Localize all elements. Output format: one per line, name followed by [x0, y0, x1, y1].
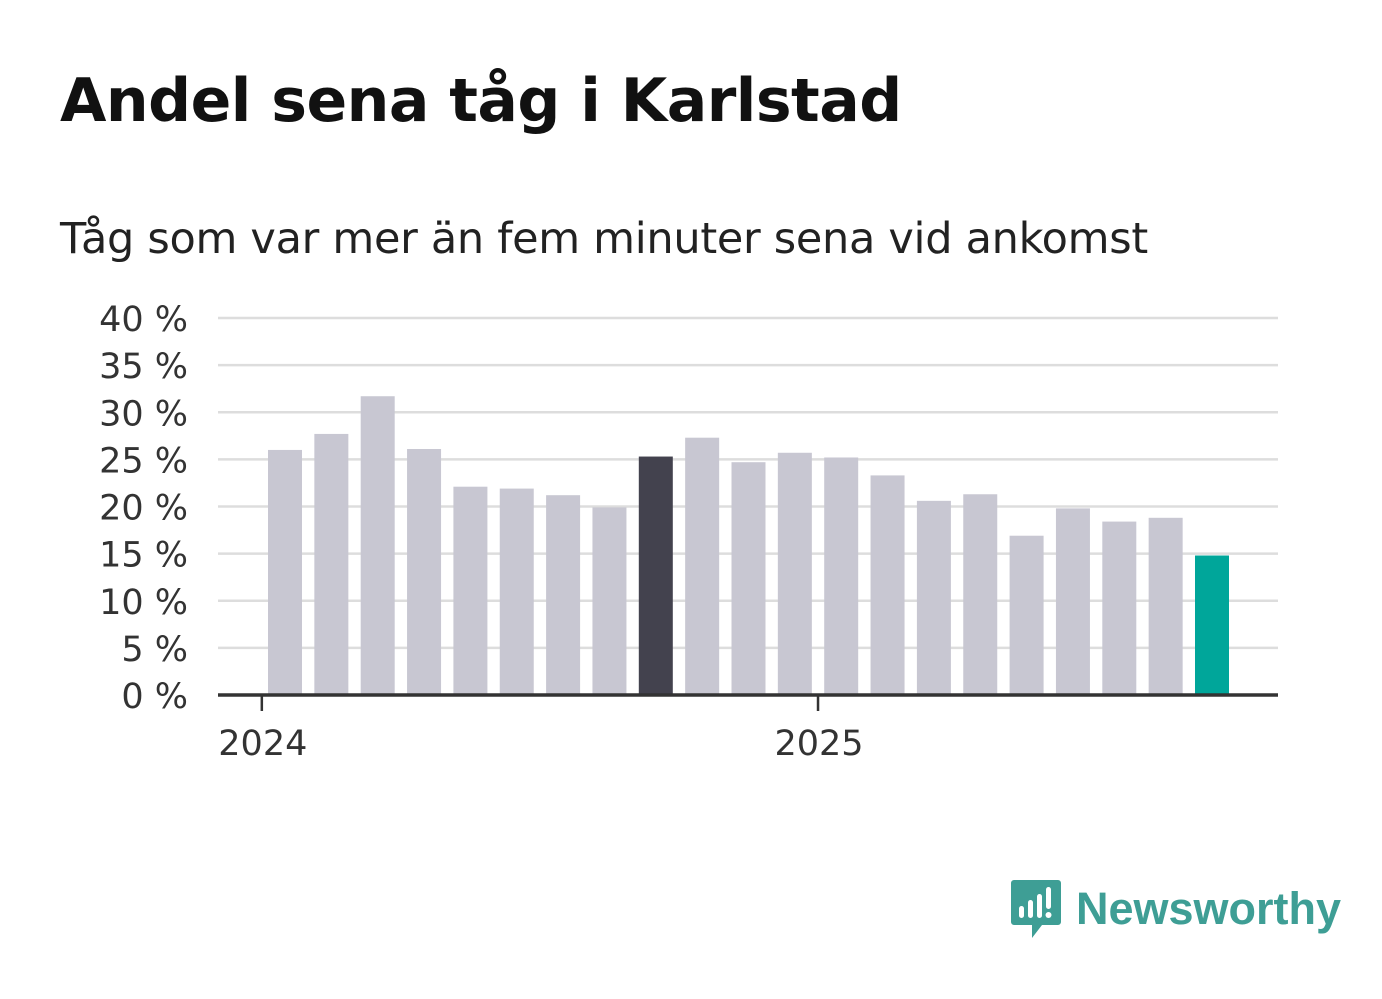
y-axis-ticks: 0 % 5 % 10 % 15 % 20 % 25 % 30 % 35 % 40 % — [99, 300, 188, 717]
y-tick-label: 25 % — [99, 441, 188, 481]
bar — [824, 457, 859, 695]
bar — [499, 488, 534, 695]
bars — [268, 396, 1229, 695]
x-tick-label: 2025 — [774, 724, 863, 764]
bar — [592, 507, 627, 695]
x-tick-label: 2024 — [218, 724, 307, 764]
bar — [407, 449, 442, 695]
chart-subtitle: Tåg som var mer än fem minuter sena vid … — [60, 214, 1148, 264]
bar — [777, 452, 812, 695]
bar — [870, 475, 905, 695]
bar — [963, 494, 998, 695]
bar-chart: 0 %5 %10 %15 %20 %25 %30 %35 %40 % 2024 2… — [99, 300, 1278, 764]
y-tick-label: 10 % — [99, 583, 188, 623]
y-tick-label: 15 % — [99, 536, 188, 576]
bar — [1009, 535, 1044, 695]
bar — [1148, 517, 1183, 695]
y-tick-label: 40 % — [99, 300, 188, 340]
newsworthy-logo-icon — [1011, 880, 1061, 938]
bar — [360, 396, 395, 695]
y-tick-label: 30 % — [99, 394, 188, 434]
y-tick-label: 0 % — [121, 677, 188, 717]
y-tick-label: 20 % — [99, 489, 188, 529]
brand-logo: Newsworthy — [1010, 876, 1341, 942]
brand-name: Newsworthy — [1076, 883, 1342, 934]
bar — [685, 437, 720, 695]
y-tick-label: 5 % — [121, 630, 188, 670]
y-tick-label: 35 % — [99, 347, 188, 387]
bar — [314, 433, 349, 695]
bar — [916, 500, 951, 695]
bar — [268, 449, 302, 695]
bar — [1102, 521, 1137, 695]
chart-title: Andel sena tåg i Karlstad — [60, 66, 902, 136]
bar — [1195, 555, 1229, 695]
bar — [638, 456, 673, 695]
bar — [546, 495, 581, 695]
bar — [731, 462, 766, 695]
x-axis-ticks: 2024 2025 — [218, 695, 864, 764]
bar — [453, 486, 488, 695]
bar — [1055, 508, 1090, 695]
